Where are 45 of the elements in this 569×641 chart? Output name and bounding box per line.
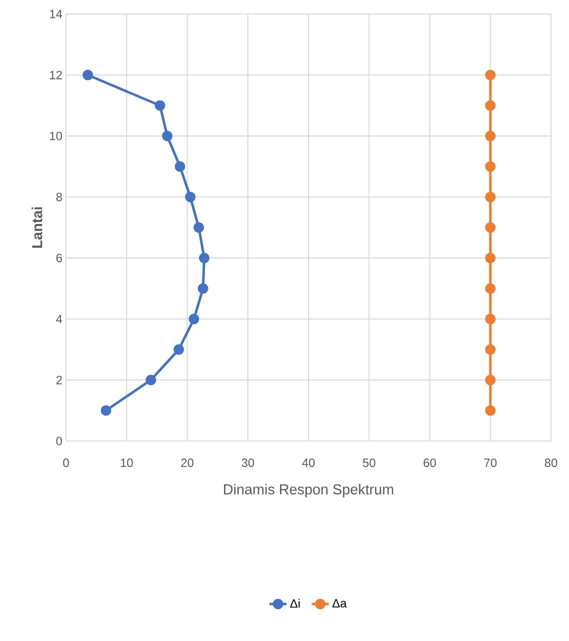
point xyxy=(100,405,112,416)
point xyxy=(485,130,496,142)
point xyxy=(188,314,200,324)
point xyxy=(485,314,496,324)
point xyxy=(485,161,496,172)
y-tick-label: 10 xyxy=(50,132,62,140)
point xyxy=(485,222,496,233)
x-tick-label: 70 xyxy=(484,458,497,468)
point xyxy=(485,374,496,386)
point xyxy=(485,192,496,202)
legend-label: Δi xyxy=(290,598,300,608)
x-tick-label: 0 xyxy=(63,458,69,468)
point xyxy=(485,100,496,111)
point xyxy=(198,252,210,264)
y-tick-label: 6 xyxy=(56,254,62,262)
y-tick-label: 0 xyxy=(56,436,62,446)
x-tick-label: 30 xyxy=(242,458,254,468)
x-tick-label: 50 xyxy=(362,458,376,468)
point xyxy=(194,222,204,233)
y-tick-label: 12 xyxy=(50,70,62,80)
y-tick-label: 4 xyxy=(56,314,62,324)
x-tick-label: 40 xyxy=(302,458,315,468)
point xyxy=(174,161,186,172)
point xyxy=(485,70,496,80)
point xyxy=(146,374,156,386)
point xyxy=(485,344,496,355)
point xyxy=(485,252,496,264)
point xyxy=(198,283,208,294)
point xyxy=(485,405,496,416)
point xyxy=(174,344,184,355)
x-tick-label: 80 xyxy=(544,458,558,468)
x-tick-label: 60 xyxy=(424,458,436,468)
point xyxy=(82,70,94,80)
y-tick-label: 8 xyxy=(56,192,62,202)
point xyxy=(185,192,196,202)
x-axis-title: Dinamis Respon Spektrum xyxy=(224,484,394,498)
point xyxy=(162,130,172,142)
legend-label: Δa xyxy=(332,599,347,608)
y-tick-label: 2 xyxy=(56,376,62,384)
x-tick-label: 10 xyxy=(120,458,133,468)
y-tick-label: 14 xyxy=(50,10,62,18)
point xyxy=(485,283,496,294)
y-axis-title: Lantai xyxy=(32,207,42,248)
point xyxy=(154,100,166,111)
x-tick-label: 20 xyxy=(181,458,194,468)
